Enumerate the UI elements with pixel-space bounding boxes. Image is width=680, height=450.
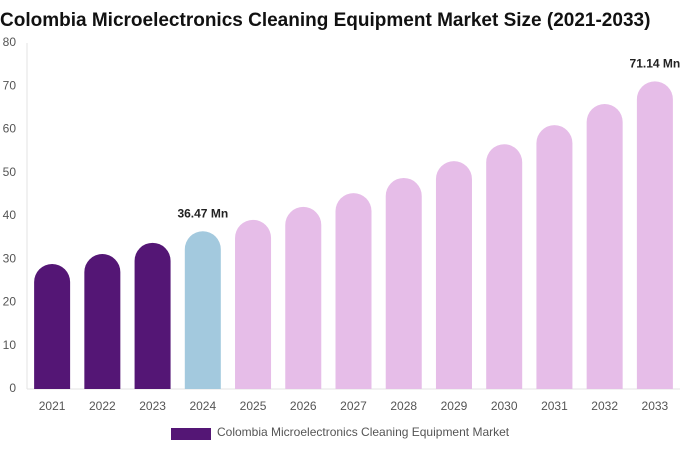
y-tick-label: 30 <box>3 251 17 265</box>
bar <box>285 206 322 389</box>
bar <box>335 193 372 389</box>
x-tick-label: 2022 <box>89 399 116 413</box>
bar <box>84 254 121 389</box>
y-tick-label: 40 <box>3 208 17 222</box>
value-label: 36.47 Mn <box>177 206 228 220</box>
bar <box>486 144 523 389</box>
x-tick-label: 2026 <box>290 399 317 413</box>
chart-title: Colombia Microelectronics Cleaning Equip… <box>0 10 650 31</box>
y-tick-label: 50 <box>3 165 17 179</box>
value-label: 71.14 Mn <box>630 56 680 70</box>
x-tick-label: 2033 <box>642 399 669 413</box>
x-tick-label: 2025 <box>240 399 267 413</box>
bar <box>134 242 171 389</box>
bar <box>435 161 472 389</box>
bar <box>385 177 422 389</box>
legend-swatch <box>171 428 211 440</box>
legend-label: Colombia Microelectronics Cleaning Equip… <box>217 425 510 439</box>
y-tick-label: 80 <box>3 35 17 49</box>
x-tick-label: 2031 <box>541 399 568 413</box>
y-tick-label: 20 <box>3 295 17 309</box>
bar <box>536 125 573 390</box>
x-tick-label: 2021 <box>39 399 66 413</box>
y-tick-label: 60 <box>3 122 17 136</box>
x-tick-label: 2028 <box>390 399 417 413</box>
y-tick-label: 0 <box>9 381 16 395</box>
bar <box>184 231 221 389</box>
bar <box>636 81 673 389</box>
x-tick-label: 2030 <box>491 399 518 413</box>
x-tick-label: 2023 <box>139 399 166 413</box>
x-tick-label: 2029 <box>441 399 468 413</box>
bar <box>586 103 623 390</box>
y-tick-label: 70 <box>3 78 17 92</box>
y-tick-label: 10 <box>3 338 17 352</box>
x-tick-label: 2024 <box>189 399 216 413</box>
bar <box>235 219 272 389</box>
x-tick-label: 2032 <box>591 399 618 413</box>
bar <box>34 264 71 389</box>
x-tick-label: 2027 <box>340 399 367 413</box>
